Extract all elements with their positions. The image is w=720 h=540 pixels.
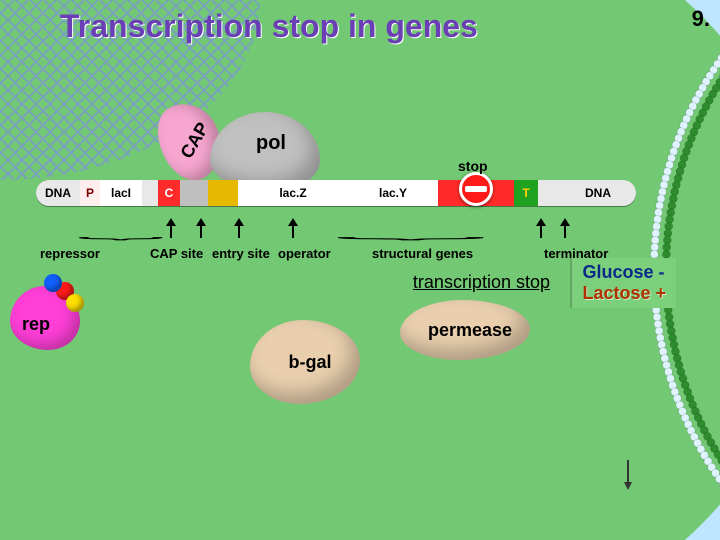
transcription-stop-text: transcription stop — [413, 272, 550, 293]
dna-seg-lacZ: lac.Z — [238, 180, 348, 206]
dna-seg-c: C — [158, 180, 180, 206]
arrow-up-icon — [560, 218, 570, 226]
stop-sign-icon — [459, 172, 493, 206]
dna-seg-o — [208, 180, 238, 206]
dna-seg-lacA: stop — [438, 180, 514, 206]
glucose-state: Glucose - — [582, 262, 666, 283]
beta-gal-label: b-gal — [265, 352, 355, 373]
dna-seg-lacI: lacI — [100, 180, 142, 206]
stop-label: stop — [458, 158, 488, 174]
arrow-up-icon — [536, 218, 546, 226]
dna-seg-e — [180, 180, 208, 206]
dna-seg-gap2 — [538, 180, 560, 206]
arrow-up-icon — [234, 218, 244, 226]
arrow-up-icon — [288, 218, 298, 226]
permease-label: permease — [425, 320, 515, 341]
annotation-cap_site: CAP site — [150, 246, 203, 261]
lactose-state: Lactose + — [582, 283, 666, 304]
dna-seg-dna_r: DNA — [560, 180, 636, 206]
annotation-entry_site: entry site — [212, 246, 270, 261]
annotation-operator: operator — [278, 246, 331, 261]
inducer-ball-icon — [66, 294, 84, 312]
inducer-ball-icon — [44, 274, 62, 292]
dna-track: DNAPlacIClac.Zlac.YstopTDNA — [36, 180, 636, 206]
dna-seg-lacY: lac.Y — [348, 180, 438, 206]
dna-seg-p: P — [80, 180, 100, 206]
brace-icon: ⏟ — [78, 223, 164, 240]
slide-title: Transcription stop in genes — [60, 8, 478, 45]
dna-seg-gap1 — [142, 180, 158, 206]
dna-seg-dna_l: DNA — [36, 180, 80, 206]
repressor-label: rep — [22, 314, 50, 335]
slide-number: 9. — [692, 6, 710, 32]
dna-seg-t: T — [514, 180, 538, 206]
annotation-row: repressor CAP site entry site operator struc… — [40, 228, 640, 258]
environment-box: Glucose - Lactose + — [570, 258, 676, 308]
arrow-up-icon — [196, 218, 206, 226]
pol-label: pol — [256, 132, 286, 155]
arrow-up-icon — [166, 218, 176, 226]
annotation-repressor: repressor — [40, 246, 100, 261]
brace-icon: ⏟ — [335, 223, 486, 240]
annotation-structural: structural genes — [372, 246, 473, 261]
